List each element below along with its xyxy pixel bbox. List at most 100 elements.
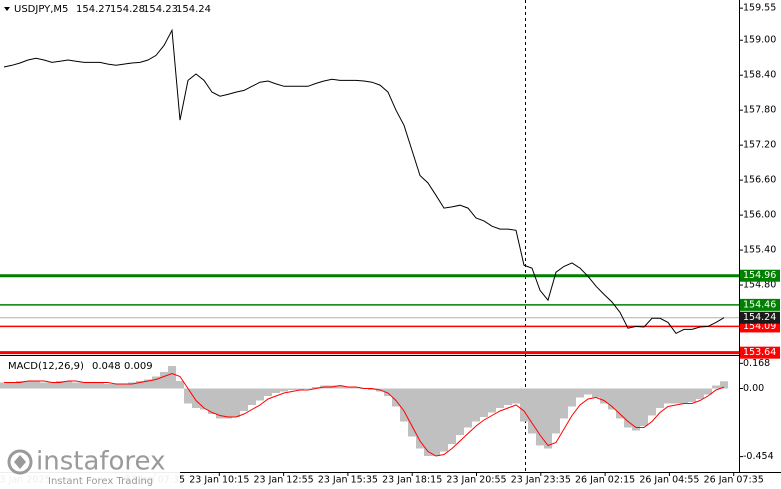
y-tick-label: 158.40 bbox=[743, 70, 776, 81]
x-tick-label: 23 Jan 20:55 bbox=[446, 475, 506, 486]
histogram-bar bbox=[400, 388, 408, 422]
histogram-bar bbox=[512, 388, 520, 404]
histogram-bar bbox=[600, 388, 608, 404]
histogram-bar bbox=[680, 388, 688, 404]
logo-icon-inner bbox=[14, 455, 26, 469]
price-line bbox=[3, 28, 725, 335]
macd-title: MACD(12,26,9) bbox=[8, 361, 84, 372]
y-tick-label: 156.00 bbox=[743, 210, 776, 221]
histogram-bar bbox=[0, 382, 8, 389]
symbol: USDJPY,M5 bbox=[14, 4, 68, 15]
histogram-bar bbox=[408, 388, 416, 437]
histogram-bar bbox=[272, 388, 280, 393]
histogram-bar bbox=[112, 384, 120, 389]
x-tick-label: 23 Jan 10:15 bbox=[189, 475, 249, 486]
histogram-bar bbox=[168, 366, 176, 389]
last-price-label: 154.24 bbox=[743, 312, 776, 323]
histogram-bar bbox=[176, 381, 184, 389]
histogram-bar bbox=[672, 388, 680, 404]
histogram-bar bbox=[544, 388, 552, 449]
macd-header: MACD(12,26,9) 0.048 0.009 bbox=[8, 361, 153, 372]
histogram-bar bbox=[144, 379, 152, 389]
histogram-bar bbox=[456, 388, 464, 435]
histogram-bar bbox=[592, 388, 600, 398]
histogram-bar bbox=[96, 382, 104, 389]
quote-open: 154.27 bbox=[76, 4, 111, 15]
histogram-bar bbox=[256, 388, 264, 401]
x-tick-label: 23 Jan 12:55 bbox=[254, 475, 314, 486]
dropdown-icon bbox=[4, 7, 10, 11]
histogram-bar bbox=[648, 388, 656, 416]
level-label-box bbox=[740, 269, 780, 282]
histogram-bar bbox=[384, 388, 392, 396]
histogram-bar bbox=[560, 388, 568, 419]
histogram-bar bbox=[8, 382, 16, 389]
macd-signal-value: 0.009 bbox=[124, 361, 153, 372]
histogram-bar bbox=[392, 388, 400, 407]
histogram-bar bbox=[704, 388, 712, 395]
y-tick-label: 157.80 bbox=[743, 105, 776, 116]
histogram-bar bbox=[248, 388, 256, 405]
histogram-bar bbox=[424, 388, 432, 456]
histogram-bar bbox=[24, 381, 32, 389]
histogram-bar bbox=[440, 388, 448, 452]
histogram-bar bbox=[224, 388, 232, 419]
histogram-bar bbox=[344, 387, 352, 389]
y-tick-label: 159.00 bbox=[743, 35, 776, 46]
x-tick-label: 23 Jan 18:15 bbox=[382, 475, 442, 486]
signal-line bbox=[4, 372, 725, 457]
histogram-bar bbox=[56, 381, 64, 389]
level-label: 154.46 bbox=[743, 299, 776, 310]
level-label: 153.64 bbox=[743, 347, 776, 358]
level-label-box bbox=[740, 346, 780, 359]
histogram-bar bbox=[632, 388, 640, 431]
histogram-bar bbox=[280, 388, 288, 392]
y-tick-label: -0.454 bbox=[743, 451, 774, 462]
histogram-bar bbox=[48, 382, 56, 389]
quote-close: 154.24 bbox=[176, 4, 211, 15]
histogram-bar bbox=[504, 388, 512, 405]
histogram-bar bbox=[32, 381, 40, 389]
level-label-box bbox=[740, 298, 780, 311]
histogram-bar bbox=[480, 388, 488, 417]
histogram-bar bbox=[128, 382, 136, 389]
histogram-bar bbox=[160, 372, 168, 389]
level-label: 154.09 bbox=[743, 321, 776, 332]
histogram-bar bbox=[352, 387, 360, 389]
histogram-bar bbox=[184, 388, 192, 404]
histogram-bar bbox=[656, 388, 664, 408]
histogram-bar bbox=[608, 388, 616, 410]
header: USDJPY,M5 154.27 154.28 154.23 154.24 bbox=[4, 4, 211, 15]
histogram-bar bbox=[232, 388, 240, 417]
histogram-bar bbox=[296, 388, 304, 390]
y-tick-label: 154.80 bbox=[743, 280, 776, 291]
quote-high: 154.28 bbox=[110, 4, 145, 15]
x-tick-label: 26 Jan 04:55 bbox=[639, 475, 699, 486]
histogram-bar bbox=[304, 388, 312, 389]
histogram-bar bbox=[64, 381, 72, 389]
histogram-bar bbox=[312, 387, 320, 389]
histogram-bar bbox=[616, 388, 624, 419]
y-tick-label: 157.20 bbox=[743, 140, 776, 151]
histogram-bar bbox=[216, 388, 224, 419]
logo-backdrop bbox=[0, 444, 180, 489]
price-window bbox=[0, 28, 739, 355]
histogram-bar bbox=[288, 388, 296, 390]
histogram-bar bbox=[200, 388, 208, 410]
histogram-bar bbox=[104, 384, 112, 389]
level-label: 154.96 bbox=[743, 270, 776, 281]
macd-main-value: 0.048 bbox=[92, 361, 121, 372]
logo-brand: instaforex bbox=[36, 447, 165, 477]
last-price-box bbox=[740, 311, 780, 324]
logo-tagline: Instant Forex Trading bbox=[48, 476, 153, 487]
histogram-bar bbox=[472, 388, 480, 422]
histogram-bar bbox=[432, 388, 440, 456]
logo-icon bbox=[7, 449, 33, 475]
histogram-bar bbox=[136, 381, 144, 389]
histogram-bar bbox=[624, 388, 632, 428]
watermark: instaforex Instant Forex Trading bbox=[0, 444, 180, 489]
histogram-bar bbox=[496, 388, 504, 408]
histogram-bar bbox=[208, 388, 216, 414]
